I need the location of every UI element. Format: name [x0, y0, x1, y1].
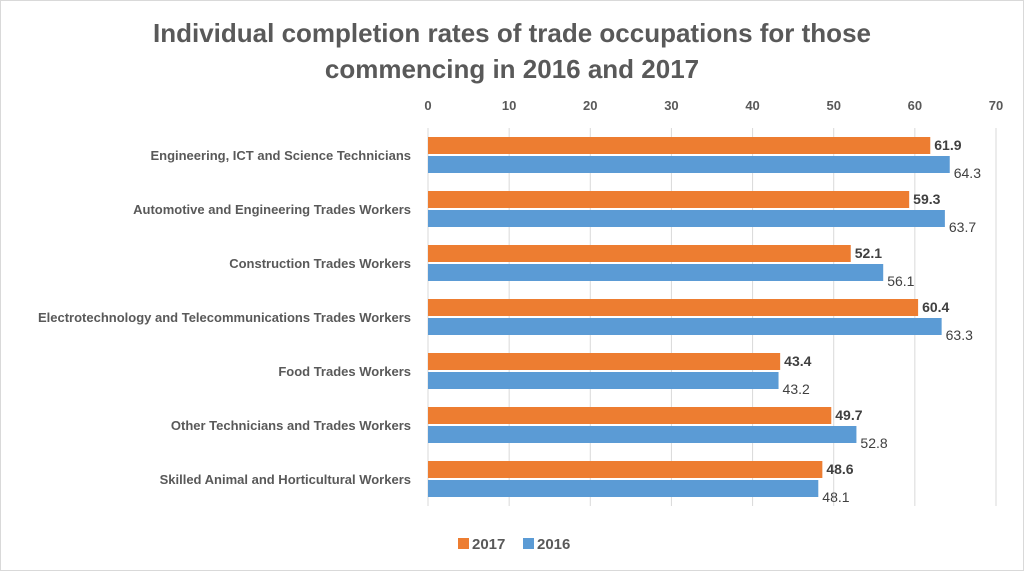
chart-title-line-2: commencing in 2016 and 2017: [325, 54, 699, 84]
category-label: Engineering, ICT and Science Technicians: [150, 148, 411, 163]
bar-2016: [428, 480, 819, 497]
category-label: Automotive and Engineering Trades Worker…: [133, 202, 411, 217]
data-label-2017: 60.4: [922, 299, 949, 315]
x-tick-label: 70: [989, 98, 1003, 113]
data-label-2017: 48.6: [826, 461, 853, 477]
category-label: Other Technicians and Trades Workers: [171, 418, 411, 433]
data-label-2017: 52.1: [855, 245, 882, 261]
bar-2017: [428, 191, 910, 208]
data-label-2017: 43.4: [784, 353, 811, 369]
bar-2016: [428, 426, 857, 443]
data-label-2016: 43.2: [783, 381, 810, 397]
bar-2017: [428, 407, 832, 424]
legend-label-2017: 2017: [472, 536, 505, 553]
x-tick-label: 60: [908, 98, 922, 113]
legend-label-2016: 2016: [537, 536, 570, 553]
data-label-2016: 63.7: [949, 219, 976, 235]
data-label-2017: 49.7: [835, 407, 862, 423]
bar-2017: [428, 137, 931, 154]
category-label: Construction Trades Workers: [229, 256, 411, 271]
bar-2016: [428, 156, 950, 173]
legend-swatch-2017: [458, 538, 469, 549]
data-label-2016: 52.8: [860, 435, 887, 451]
bar-2017: [428, 299, 919, 316]
data-label-2017: 61.9: [934, 137, 961, 153]
bar-2017: [428, 461, 823, 478]
legend-swatch-2016: [523, 538, 534, 549]
data-label-2017: 59.3: [913, 191, 940, 207]
chart-title-line-1: Individual completion rates of trade occ…: [153, 18, 871, 48]
bar-2016: [428, 264, 884, 281]
category-label: Food Trades Workers: [278, 364, 411, 379]
x-tick-label: 30: [664, 98, 678, 113]
data-label-2016: 64.3: [954, 165, 981, 181]
category-label: Electrotechnology and Telecommunications…: [38, 310, 411, 325]
bar-2017: [428, 353, 781, 370]
bar-2017: [428, 245, 851, 262]
x-tick-label: 50: [826, 98, 840, 113]
x-tick-label: 10: [502, 98, 516, 113]
bar-2016: [428, 318, 942, 335]
x-tick-label: 40: [745, 98, 759, 113]
data-label-2016: 48.1: [822, 489, 849, 505]
category-label: Skilled Animal and Horticultural Workers: [160, 472, 411, 487]
x-tick-label: 0: [424, 98, 431, 113]
data-label-2016: 63.3: [946, 327, 973, 343]
bar-2016: [428, 372, 779, 389]
x-tick-label: 20: [583, 98, 597, 113]
bar-2016: [428, 210, 945, 227]
data-label-2016: 56.1: [887, 273, 914, 289]
